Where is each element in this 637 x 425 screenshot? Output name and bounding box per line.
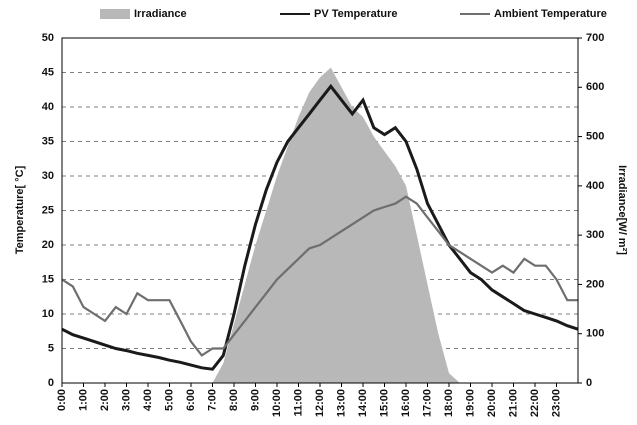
temperature-line	[61, 195, 578, 357]
x-tick-label: 8:00	[228, 389, 240, 411]
y-tick-label: 40	[42, 101, 54, 113]
x-tick-label: 6:00	[185, 389, 197, 411]
irradiance-area	[62, 67, 578, 383]
x-tick-label: 7:00	[206, 389, 218, 411]
legend-label: Ambient Temperature	[494, 8, 607, 20]
legend-label: PV Temperature	[314, 8, 398, 20]
x-tick-label: 14:00	[357, 389, 369, 417]
x-tick-label: 17:00	[421, 389, 433, 417]
legend-label: Irradiance	[134, 8, 187, 20]
x-tick-label: 3:00	[120, 389, 132, 411]
y2-tick-label: 600	[586, 81, 604, 93]
x-tick-label: 10:00	[271, 389, 283, 417]
x-tick-label: 16:00	[400, 389, 412, 417]
y2-axis-label: Irradiance[W/ m²]	[616, 165, 628, 255]
x-tick-label: 19:00	[464, 389, 476, 417]
x-tick-label: 5:00	[163, 389, 175, 411]
plot-frame	[61, 37, 579, 384]
x-tick-label: 0:00	[56, 389, 68, 411]
y2-tick-label: 500	[586, 130, 604, 142]
y2-tick-label: 200	[586, 278, 604, 290]
y-tick-label: 50	[42, 32, 54, 44]
y-tick-label: 5	[48, 342, 54, 354]
x-tick-label: 9:00	[249, 389, 261, 411]
x-tick-label: 23:00	[550, 389, 562, 417]
y-tick-label: 30	[42, 170, 54, 182]
y2-tick-label: 100	[586, 328, 604, 340]
y-tick-label: 0	[48, 377, 54, 389]
x-tick-label: 12:00	[314, 389, 326, 417]
x-tick-label: 18:00	[443, 389, 455, 417]
y2-tick-label: 700	[586, 32, 604, 44]
y-tick-label: 35	[42, 135, 54, 147]
y-axis-label: Temperature[ °C]	[14, 165, 26, 254]
y-tick-label: 25	[42, 204, 54, 216]
y2-tick-label: 400	[586, 180, 604, 192]
x-tick-label: 22:00	[529, 389, 541, 417]
x-tick-label: 21:00	[507, 389, 519, 417]
x-tick-label: 13:00	[335, 389, 347, 417]
y-tick-label: 20	[42, 239, 54, 251]
x-tick-label: 11:00	[292, 389, 304, 417]
x-tick-label: 1:00	[77, 389, 89, 411]
x-tick-label: 2:00	[99, 389, 111, 411]
y2-tick-label: 0	[586, 377, 592, 389]
x-tick-label: 4:00	[142, 389, 154, 411]
y2-tick-label: 300	[586, 229, 604, 241]
x-tick-label: 20:00	[486, 389, 498, 417]
y-tick-label: 45	[42, 66, 54, 78]
x-tick-label: 15:00	[378, 389, 390, 417]
y-tick-label: 10	[42, 308, 54, 320]
temperature-line	[61, 83, 579, 371]
y-tick-label: 15	[42, 273, 54, 285]
legend-swatch	[100, 9, 130, 19]
